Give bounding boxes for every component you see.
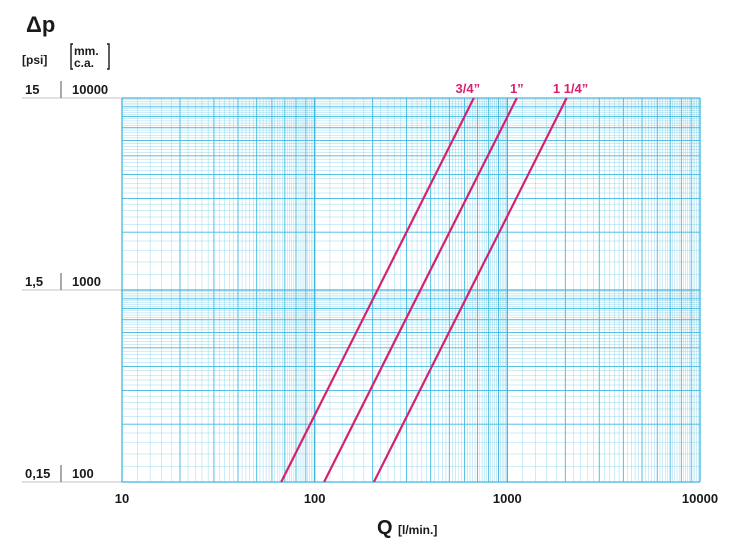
grid [121,97,701,483]
y-unit-mmca-line1: mm. [74,44,99,58]
y-unit-mmca: mm. c.a. [74,44,99,70]
y-unit-psi: [psi] [22,53,47,67]
y-tick-labels: 0,15 100 1,5 1000 15 10000 [22,81,122,483]
x-axis-title: Q [l/min.] [377,517,437,539]
y-tick-label-mmca: 10000 [72,82,108,97]
y-tick-label-mmca: 100 [72,466,94,481]
bracket-right [107,43,110,70]
chart-title: Δp [26,12,55,37]
series-line [280,97,475,483]
series-labels: 3/4” 1” 1 1/4” [456,81,589,96]
bracket-left [70,43,73,70]
y-unit-mmca-line2: c.a. [74,56,94,70]
x-tick-label: 100 [304,491,326,506]
series-line [372,97,568,483]
y-tick-label-mmca: 1000 [72,274,101,289]
y-tick-label-psi: 15 [25,82,39,97]
y-tick-label-psi: 1,5 [25,274,43,289]
x-tick-label: 10 [115,491,129,506]
series-label: 1 1/4” [553,81,588,96]
x-axis-unit: [l/min.] [398,523,437,537]
x-tick-label: 1000 [493,491,522,506]
series-label: 3/4” [456,81,481,96]
series-lines [280,97,568,483]
series-line [323,97,518,483]
series-label: 1” [510,81,524,96]
y-tick-label-psi: 0,15 [25,466,50,481]
x-tick-label: 10000 [682,491,718,506]
x-axis-label: Q [377,517,393,539]
x-tick-labels: 10 100 1000 10000 [115,491,718,506]
